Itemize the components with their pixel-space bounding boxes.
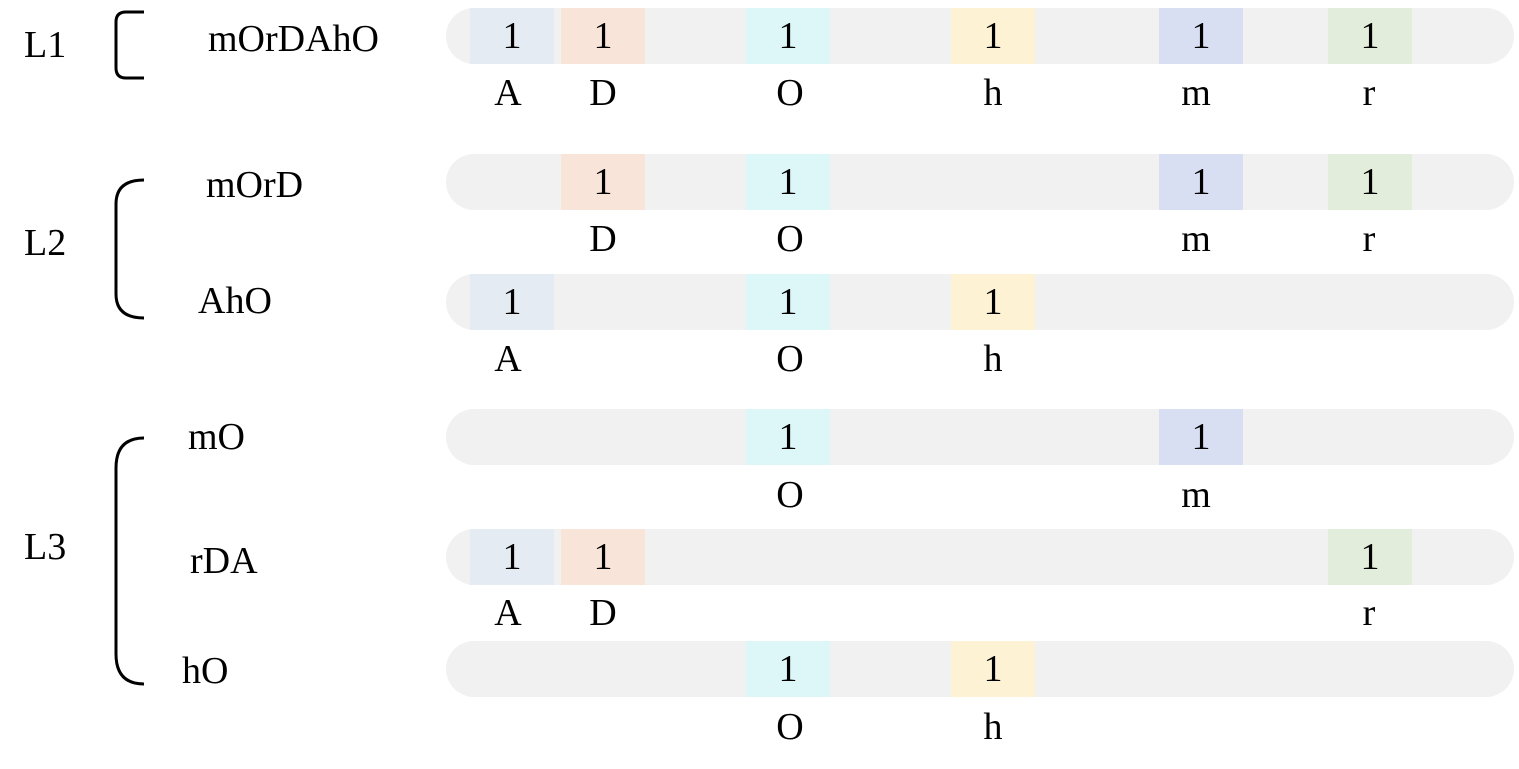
- letter-d: D: [589, 592, 617, 634]
- letter-o: O: [776, 474, 804, 516]
- row-word-mo: mO: [188, 416, 245, 458]
- letter-d: D: [589, 72, 617, 114]
- brace-l2: [114, 178, 145, 320]
- cell-r: 1: [1328, 8, 1412, 64]
- level-label-l1: L1: [24, 24, 67, 66]
- row-word-ho: hO: [182, 650, 229, 692]
- cell-m: 1: [1159, 8, 1243, 64]
- letter-r: r: [1362, 72, 1376, 114]
- letter-r: r: [1362, 592, 1376, 634]
- letter-h: h: [983, 72, 1003, 114]
- cell-h: 1: [951, 274, 1035, 330]
- letter-h: h: [983, 338, 1003, 380]
- row-track-aho: 1 1 1: [446, 274, 1514, 330]
- letter-o: O: [776, 72, 804, 114]
- brace-l1: [114, 10, 144, 80]
- cell-d: 1: [561, 529, 645, 585]
- level-label-l2: L2: [24, 222, 67, 264]
- row-track-mord: 1 1 1 1: [446, 154, 1514, 210]
- row-track-mordaho: 1 1 1 1 1 1: [446, 8, 1514, 64]
- row-track-rda: 1 1 1: [446, 529, 1514, 585]
- letter-o: O: [776, 218, 804, 260]
- cell-d: 1: [561, 8, 645, 64]
- cell-d: 1: [561, 154, 645, 210]
- cell-o: 1: [746, 8, 830, 64]
- letter-r: r: [1362, 218, 1376, 260]
- row-word-rda: rDA: [190, 540, 258, 582]
- row-track-ho: 1 1: [446, 641, 1514, 697]
- cell-o: 1: [746, 154, 830, 210]
- cell-h: 1: [951, 8, 1035, 64]
- letter-m: m: [1181, 72, 1211, 114]
- letter-o: O: [776, 338, 804, 380]
- cell-m: 1: [1159, 154, 1243, 210]
- letter-h: h: [983, 706, 1003, 748]
- letter-o: O: [776, 706, 804, 748]
- letter-a: A: [494, 338, 522, 380]
- row-word-aho: AhO: [198, 280, 272, 322]
- cell-o: 1: [746, 274, 830, 330]
- letter-a: A: [494, 592, 522, 634]
- letter-m: m: [1181, 218, 1211, 260]
- row-word-mord: mOrD: [206, 164, 304, 206]
- letter-m: m: [1181, 474, 1211, 516]
- cell-o: 1: [746, 641, 830, 697]
- cell-a: 1: [470, 529, 554, 585]
- cell-a: 1: [470, 274, 554, 330]
- cell-r: 1: [1328, 154, 1412, 210]
- cell-r: 1: [1328, 529, 1412, 585]
- cell-m: 1: [1159, 409, 1243, 465]
- cell-a: 1: [470, 8, 554, 64]
- letter-a: A: [494, 72, 522, 114]
- brace-l3: [114, 436, 145, 686]
- row-track-mo: 1 1: [446, 409, 1514, 465]
- cell-o: 1: [746, 409, 830, 465]
- row-word-mordaho: mOrDAhO: [208, 18, 379, 60]
- level-label-l3: L3: [24, 526, 67, 568]
- letter-d: D: [589, 218, 617, 260]
- cell-h: 1: [951, 641, 1035, 697]
